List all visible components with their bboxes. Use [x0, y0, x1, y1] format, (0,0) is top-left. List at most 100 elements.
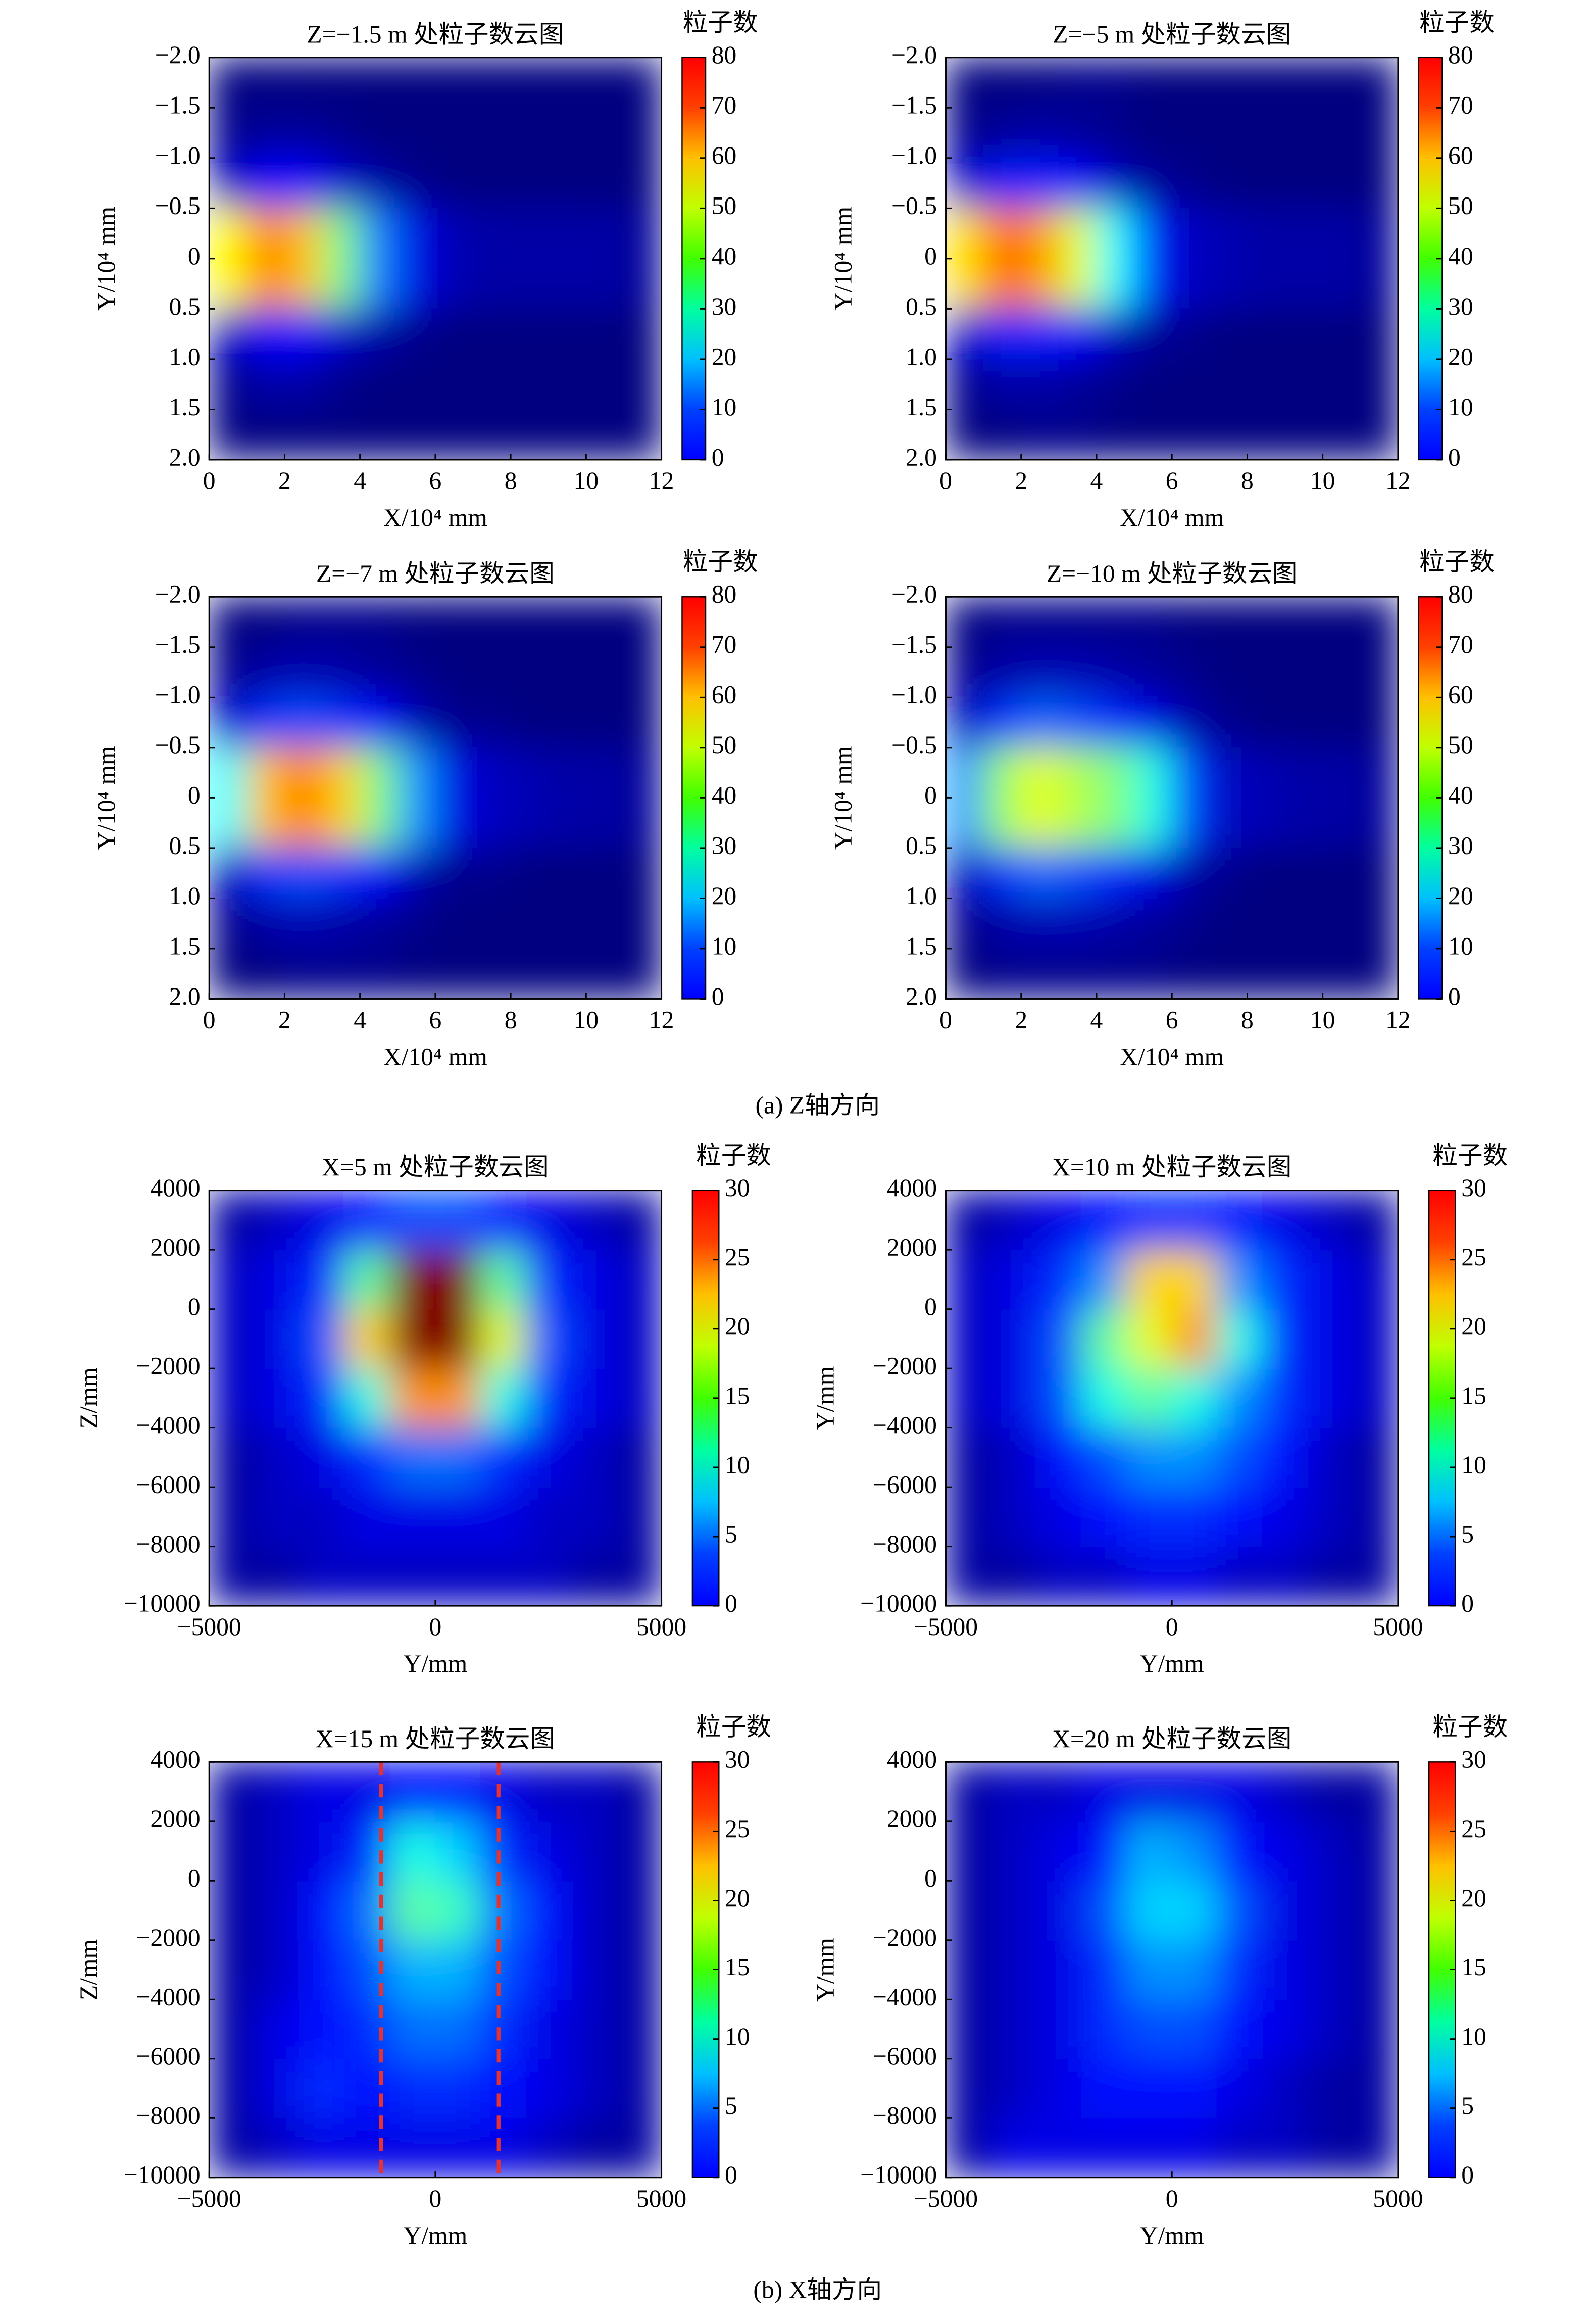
- heatmap-cell: [990, 2117, 1037, 2178]
- heatmap-cell: [983, 898, 1022, 949]
- y-tick-label: −6000: [136, 2042, 201, 2070]
- heatmap-cell: [322, 848, 361, 899]
- heatmap-cell: [1322, 597, 1361, 648]
- heatmap-cell: [359, 359, 399, 410]
- heatmap-cell: [570, 1249, 617, 1310]
- heatmap-cell: [1247, 359, 1285, 410]
- heatmap-cell: [1247, 208, 1285, 259]
- y-tick-label: 4000: [887, 1174, 937, 1202]
- heatmap-cell: [359, 797, 399, 849]
- heatmap-cell: [472, 57, 511, 109]
- heatmap-cell: [983, 157, 1022, 209]
- heatmap-cell: [623, 107, 662, 159]
- heatmap-cell: [322, 107, 361, 159]
- heatmap-cell: [480, 2117, 526, 2178]
- heatmap-cell: [322, 258, 361, 310]
- x-tick-label: −5000: [914, 1613, 978, 1641]
- heatmap-cell: [1171, 697, 1210, 748]
- heatmap-cell: [1216, 1820, 1263, 1882]
- heatmap-cell: [1284, 597, 1323, 648]
- heatmap-cell: [548, 208, 587, 259]
- heatmap-cell: [389, 1546, 436, 1606]
- heatmap-cell: [1096, 697, 1135, 748]
- heatmap-cell: [990, 1939, 1037, 2000]
- colorbar-tick-label: 30: [1461, 1174, 1486, 1202]
- heatmap-cell: [209, 157, 247, 209]
- heatmap-cell: [1020, 208, 1060, 259]
- y-axis-label: Z/mm: [75, 1367, 103, 1428]
- heatmap-cell: [472, 208, 511, 259]
- heatmap-cell: [209, 1308, 255, 1369]
- x-tick-label: 0: [939, 1006, 952, 1034]
- heatmap-cell: [472, 898, 511, 949]
- heatmap-cell: [389, 1880, 436, 1941]
- heatmap-cell: [1247, 409, 1285, 460]
- heatmap-cell: [209, 898, 247, 949]
- heatmap-cell: [1216, 1368, 1263, 1428]
- heatmap-cell: [1133, 57, 1173, 109]
- colorbar-tick-label: 80: [1448, 41, 1473, 69]
- heatmap-cell: [548, 308, 587, 360]
- heatmap-cell: [1020, 747, 1060, 799]
- heatmap-cell: [570, 2058, 617, 2119]
- x-tick-label: −5000: [914, 2185, 978, 2212]
- x-axis-label: X/10⁴ mm: [1120, 504, 1224, 531]
- x-tick-label: 4: [1090, 1006, 1103, 1034]
- heatmap-cell: [1020, 157, 1060, 209]
- heatmap-cell: [1126, 1249, 1173, 1310]
- heatmap-cell: [246, 646, 285, 698]
- heatmap-cell: [209, 747, 247, 799]
- heatmap-cell: [1133, 898, 1173, 949]
- heatmap-cell: [209, 1939, 255, 2000]
- heatmap-cell: [1284, 308, 1323, 360]
- y-tick-label: −4000: [136, 1983, 201, 2011]
- x-tick-label: 8: [1241, 467, 1254, 495]
- y-tick-label: 2.0: [169, 982, 201, 1010]
- heatmap-cell: [585, 57, 624, 109]
- heatmap-cell: [1171, 1939, 1218, 2000]
- y-tick-label: −10000: [860, 1590, 937, 1617]
- y-tick-label: 1.0: [906, 342, 937, 370]
- heatmap-cell: [1352, 1368, 1398, 1428]
- heatmap-cell: [1360, 948, 1398, 999]
- heatmap-cell: [1081, 1308, 1127, 1369]
- heatmap-cell: [435, 1820, 481, 1882]
- heatmap-cell: [435, 797, 474, 849]
- heatmap-cell: [983, 258, 1022, 310]
- heatmap-cell: [435, 157, 474, 209]
- heatmap-cell: [1096, 948, 1135, 999]
- heatmap-cell: [344, 1368, 391, 1428]
- heatmap-cell: [1171, 1368, 1218, 1428]
- heatmap-cell: [1133, 948, 1173, 999]
- heatmap-cell: [1322, 646, 1361, 698]
- heatmap-cell: [397, 797, 436, 849]
- heatmap-cell: [1133, 797, 1173, 849]
- heatmap-cell: [1284, 646, 1323, 698]
- heatmap-cell: [397, 848, 436, 899]
- heatmap-cell: [1171, 1999, 1218, 2059]
- y-tick-label: −2000: [873, 1923, 937, 1951]
- heatmap-cell: [1058, 948, 1097, 999]
- heatmap-cell: [983, 107, 1022, 159]
- heatmap-cell: [1262, 1427, 1308, 1488]
- heatmap-cell: [359, 409, 399, 460]
- heatmap-cell: [946, 1546, 991, 1606]
- heatmap-cell: [1352, 1546, 1398, 1606]
- heatmap-cell: [1209, 308, 1248, 360]
- heatmap-cell: [1035, 1820, 1082, 1882]
- heatmap-cell: [525, 1487, 572, 1547]
- heatmap-cell: [1262, 1308, 1308, 1369]
- y-tick-label: 0.5: [906, 831, 937, 859]
- heatmap-cell: [1081, 1820, 1127, 1882]
- heatmap-cell: [1171, 646, 1210, 698]
- heatmap-cell: [990, 1368, 1037, 1428]
- heatmap-cell: [1284, 697, 1323, 748]
- heatmap-cell: [525, 1546, 572, 1606]
- heatmap-cell: [1035, 1249, 1082, 1310]
- x-tick-label: 8: [505, 467, 517, 495]
- heatmap-cell: [616, 1368, 662, 1428]
- heatmap-cell: [359, 597, 399, 648]
- x-axis-label: Y/mm: [404, 1650, 468, 1677]
- heatmap-cell: [435, 308, 474, 360]
